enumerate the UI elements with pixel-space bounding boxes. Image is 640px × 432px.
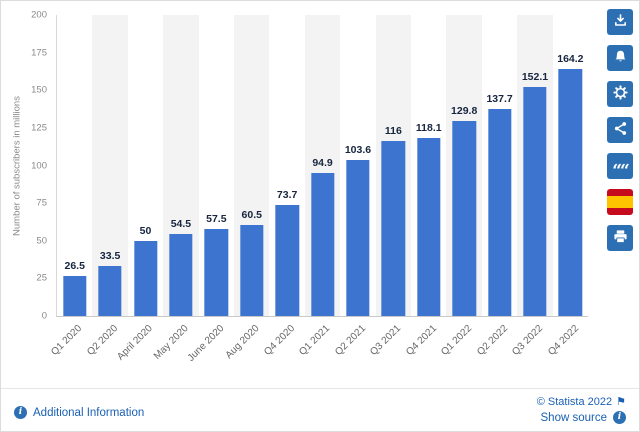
bar-value-label: 137.7 [486, 92, 513, 105]
chart-column: 94.9 [304, 15, 341, 316]
y-tick-label: 175 [31, 47, 47, 59]
bar-value-label: 118.1 [415, 122, 442, 135]
bell-icon [613, 49, 628, 67]
bar [98, 265, 122, 316]
bar [275, 205, 299, 316]
alerts-button[interactable] [607, 45, 633, 71]
toolbar: ““ [607, 9, 633, 251]
bar-value-label: 103.6 [344, 144, 372, 157]
y-tick-label: 125 [31, 122, 47, 134]
bar-value-label: 33.5 [99, 249, 121, 262]
citation-button[interactable]: ““ [607, 153, 633, 179]
chart-column: 129.8 [446, 15, 482, 316]
y-tick-label: 150 [31, 84, 47, 96]
footer: i Additional Information © Statista 2022… [1, 388, 639, 431]
show-source-label: Show source [540, 411, 607, 424]
chart-column: 57.5 [198, 15, 235, 316]
y-tick-label: 75 [36, 197, 47, 209]
y-tick-label: 100 [31, 160, 47, 171]
chart-column: 164.2 [552, 15, 589, 316]
bar [523, 87, 547, 316]
bar-value-label: 26.5 [64, 260, 85, 273]
bar [417, 138, 441, 316]
y-axis-title: Number of subscribers in millions [11, 96, 23, 236]
footer-right: © Statista 2022 ⚑ Show source i [537, 389, 626, 431]
bar [381, 141, 406, 316]
gear-icon [612, 85, 628, 103]
bar-value-label: 94.9 [312, 157, 333, 170]
chart-column: 33.5 [92, 15, 128, 316]
bar [487, 108, 512, 316]
bar-value-label: 50 [139, 224, 152, 237]
bar-value-label: 152.1 [521, 71, 549, 84]
bar [133, 240, 158, 316]
chart-column: 116 [375, 15, 412, 316]
chart-column: 26.5 [57, 15, 93, 316]
bar [240, 224, 264, 316]
show-source-link[interactable]: Show source i [541, 411, 626, 424]
x-axis-labels: Q1 2020 Q2 2020 April 2020 May 2020 June 202… [49, 318, 588, 380]
bar [558, 68, 583, 316]
print-icon [613, 229, 628, 247]
y-tick-label: 0 [41, 310, 47, 322]
additional-information-label: Additional Information [33, 406, 145, 419]
quote-icon: ““ [612, 160, 630, 181]
copyright-text: © Statista 2022 [536, 395, 613, 408]
copyright: © Statista 2022 ⚑ [536, 395, 626, 409]
y-tick-label: 25 [36, 272, 47, 284]
chart-column: 50 [127, 15, 164, 316]
bar [63, 276, 87, 316]
share-button[interactable] [607, 117, 633, 143]
bar-value-label: 116 [384, 125, 402, 138]
print-button[interactable] [607, 225, 633, 251]
bar [452, 120, 476, 316]
chart-column: 103.6 [340, 15, 376, 316]
y-tick-label: 200 [31, 9, 47, 21]
info-icon: i [613, 411, 626, 424]
bar [310, 173, 335, 316]
chart-column: 73.7 [269, 15, 305, 316]
bar-value-label: 73.7 [276, 189, 298, 202]
chart-column: 54.5 [163, 15, 199, 316]
share-icon [613, 121, 628, 139]
bar-value-label: 60.5 [241, 208, 262, 221]
y-tick-label: 50 [36, 235, 47, 247]
plot-columns: 26.5 33.5 50 54.5 57.5 60.5 73.7 94.9 103.6 116 11… [57, 15, 589, 316]
plot-area: 0 25 50 75 100 125 150 175 200 26.5 33.5 50 54.5 57.… [31, 10, 589, 322]
bar-value-label: 57.5 [206, 213, 227, 226]
flag-icon: ⚑ [616, 396, 626, 408]
chart-column: 152.1 [517, 15, 553, 316]
settings-button[interactable] [607, 81, 633, 107]
bar-value-label: 129.8 [451, 104, 478, 117]
chart-column: 60.5 [234, 15, 270, 316]
bar [169, 233, 193, 316]
bar [346, 160, 370, 316]
chart-column: 118.1 [411, 15, 447, 316]
info-icon: i [14, 406, 27, 419]
additional-information-link[interactable]: i Additional Information [14, 406, 144, 429]
bar [204, 229, 229, 316]
language-button[interactable] [607, 189, 633, 215]
bar-value-label: 54.5 [170, 217, 192, 230]
chart-column: 137.7 [481, 15, 518, 316]
x-axis-cell: Q4 2022 [546, 318, 588, 380]
download-icon [613, 13, 628, 31]
bar-value-label: 164.2 [557, 52, 584, 65]
x-tick-label: Q1 2020 [49, 323, 85, 358]
download-button[interactable] [607, 9, 633, 35]
